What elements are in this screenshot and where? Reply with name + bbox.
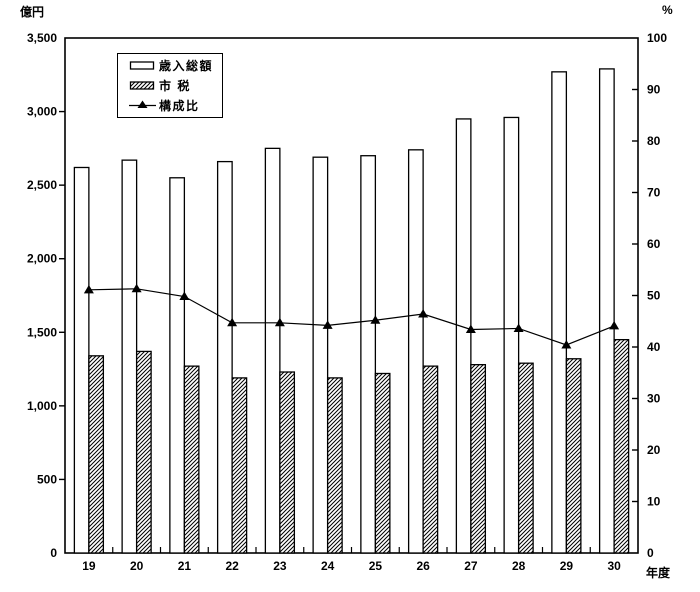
left-axis-tick-label: 3,500 — [27, 31, 57, 45]
tax-bar — [613, 338, 630, 554]
right-axis-tick-label: 0 — [647, 546, 654, 560]
right-axis-tick-label: 30 — [647, 392, 661, 406]
x-axis-category-label: 19 — [82, 559, 96, 573]
ratio-line — [88, 288, 615, 346]
right-axis-tick-label: 90 — [647, 83, 661, 97]
ratio-marker — [274, 317, 285, 327]
left-axis-tick-label: 1,500 — [27, 325, 57, 339]
revenue-bar — [216, 160, 233, 554]
ratio-marker — [561, 339, 572, 349]
tax-bar — [279, 371, 296, 554]
x-axis-category-label: 21 — [178, 559, 192, 573]
tax-bar — [326, 377, 343, 554]
hatched-bar-swatch-icon — [129, 81, 155, 90]
x-axis-category-label: 22 — [225, 559, 239, 573]
revenue-bar — [360, 155, 377, 554]
legend-label-tax: 市 税 — [159, 78, 191, 93]
ratio-marker — [322, 320, 333, 329]
tax-bar — [517, 362, 534, 554]
tax-bar — [231, 377, 248, 554]
ratio-marker — [609, 320, 620, 330]
right-axis-tick-label: 80 — [647, 134, 661, 148]
revenue-bar — [598, 68, 615, 554]
left-axis-tick-label: 500 — [37, 472, 57, 486]
right-axis-tick-label: 60 — [647, 237, 661, 251]
plain-bar-swatch-icon — [129, 61, 155, 70]
left-axis-tick-label: 2,000 — [27, 252, 57, 266]
legend-label-ratio: 構成比 — [159, 98, 200, 113]
left-axis-unit-label: 億円 — [20, 5, 45, 19]
right-axis-tick-label: 100 — [647, 31, 667, 45]
x-axis-category-label: 28 — [512, 559, 526, 573]
right-axis-tick-label: 10 — [647, 495, 661, 509]
legend-item-ratio: 構成比 — [129, 96, 220, 114]
ratio-marker — [370, 315, 381, 324]
revenue-bar — [455, 118, 472, 554]
tax-bar — [183, 365, 200, 554]
ratio-marker — [418, 309, 429, 318]
tax-bar — [422, 365, 439, 554]
right-axis-tick-label: 70 — [647, 186, 661, 200]
plot-border — [64, 37, 639, 554]
left-axis-tick-label: 2,500 — [27, 178, 57, 192]
legend-item-revenue: 歳入総額 — [129, 57, 220, 75]
x-axis-category-label: 24 — [321, 559, 335, 573]
revenue-bar — [73, 166, 90, 554]
right-axis-tick-label: 40 — [647, 340, 661, 354]
left-axis-tick-label: 0 — [50, 546, 57, 560]
tax-bar — [470, 364, 487, 554]
ratio-marker — [465, 324, 476, 333]
revenue-bar — [121, 159, 138, 554]
x-axis-category-label: 26 — [416, 559, 430, 573]
legend-item-tax: 市 税 — [129, 76, 220, 94]
ratio-marker — [131, 283, 142, 293]
revenue-bar — [312, 156, 329, 554]
revenue-bar — [551, 71, 568, 554]
ratio-marker — [227, 317, 238, 327]
x-axis-category-label: 30 — [607, 559, 621, 573]
ratio-marker — [83, 284, 94, 294]
tax-bar — [88, 355, 105, 554]
x-axis-category-label: 25 — [369, 559, 383, 573]
x-axis-category-label: 29 — [560, 559, 574, 573]
revenue-bar — [169, 177, 186, 554]
legend-label-revenue: 歳入総額 — [159, 59, 214, 74]
tax-bar — [565, 358, 582, 554]
tax-bar — [374, 372, 391, 554]
left-axis-tick-label: 1,000 — [27, 399, 57, 413]
tax-bar — [135, 350, 152, 554]
ratio-marker — [513, 323, 524, 332]
right-axis-unit-label: % — [662, 3, 673, 17]
right-axis-tick-label: 20 — [647, 443, 661, 457]
ratio-marker — [179, 291, 190, 301]
revenue-bar — [503, 116, 520, 554]
x-axis-category-label: 20 — [130, 559, 144, 573]
x-axis-category-label: 23 — [273, 559, 287, 573]
left-axis-tick-label: 3,000 — [27, 105, 57, 119]
legend: 歳入総額 市 税 構成比 — [117, 53, 223, 118]
revenue-bar — [407, 149, 424, 554]
right-axis-tick-label: 50 — [647, 289, 661, 303]
revenue-bar — [264, 147, 281, 554]
x-axis-category-label: 27 — [464, 559, 478, 573]
x-axis-unit-label: 年度 — [646, 566, 671, 580]
triangle-line-swatch-icon — [129, 100, 156, 109]
